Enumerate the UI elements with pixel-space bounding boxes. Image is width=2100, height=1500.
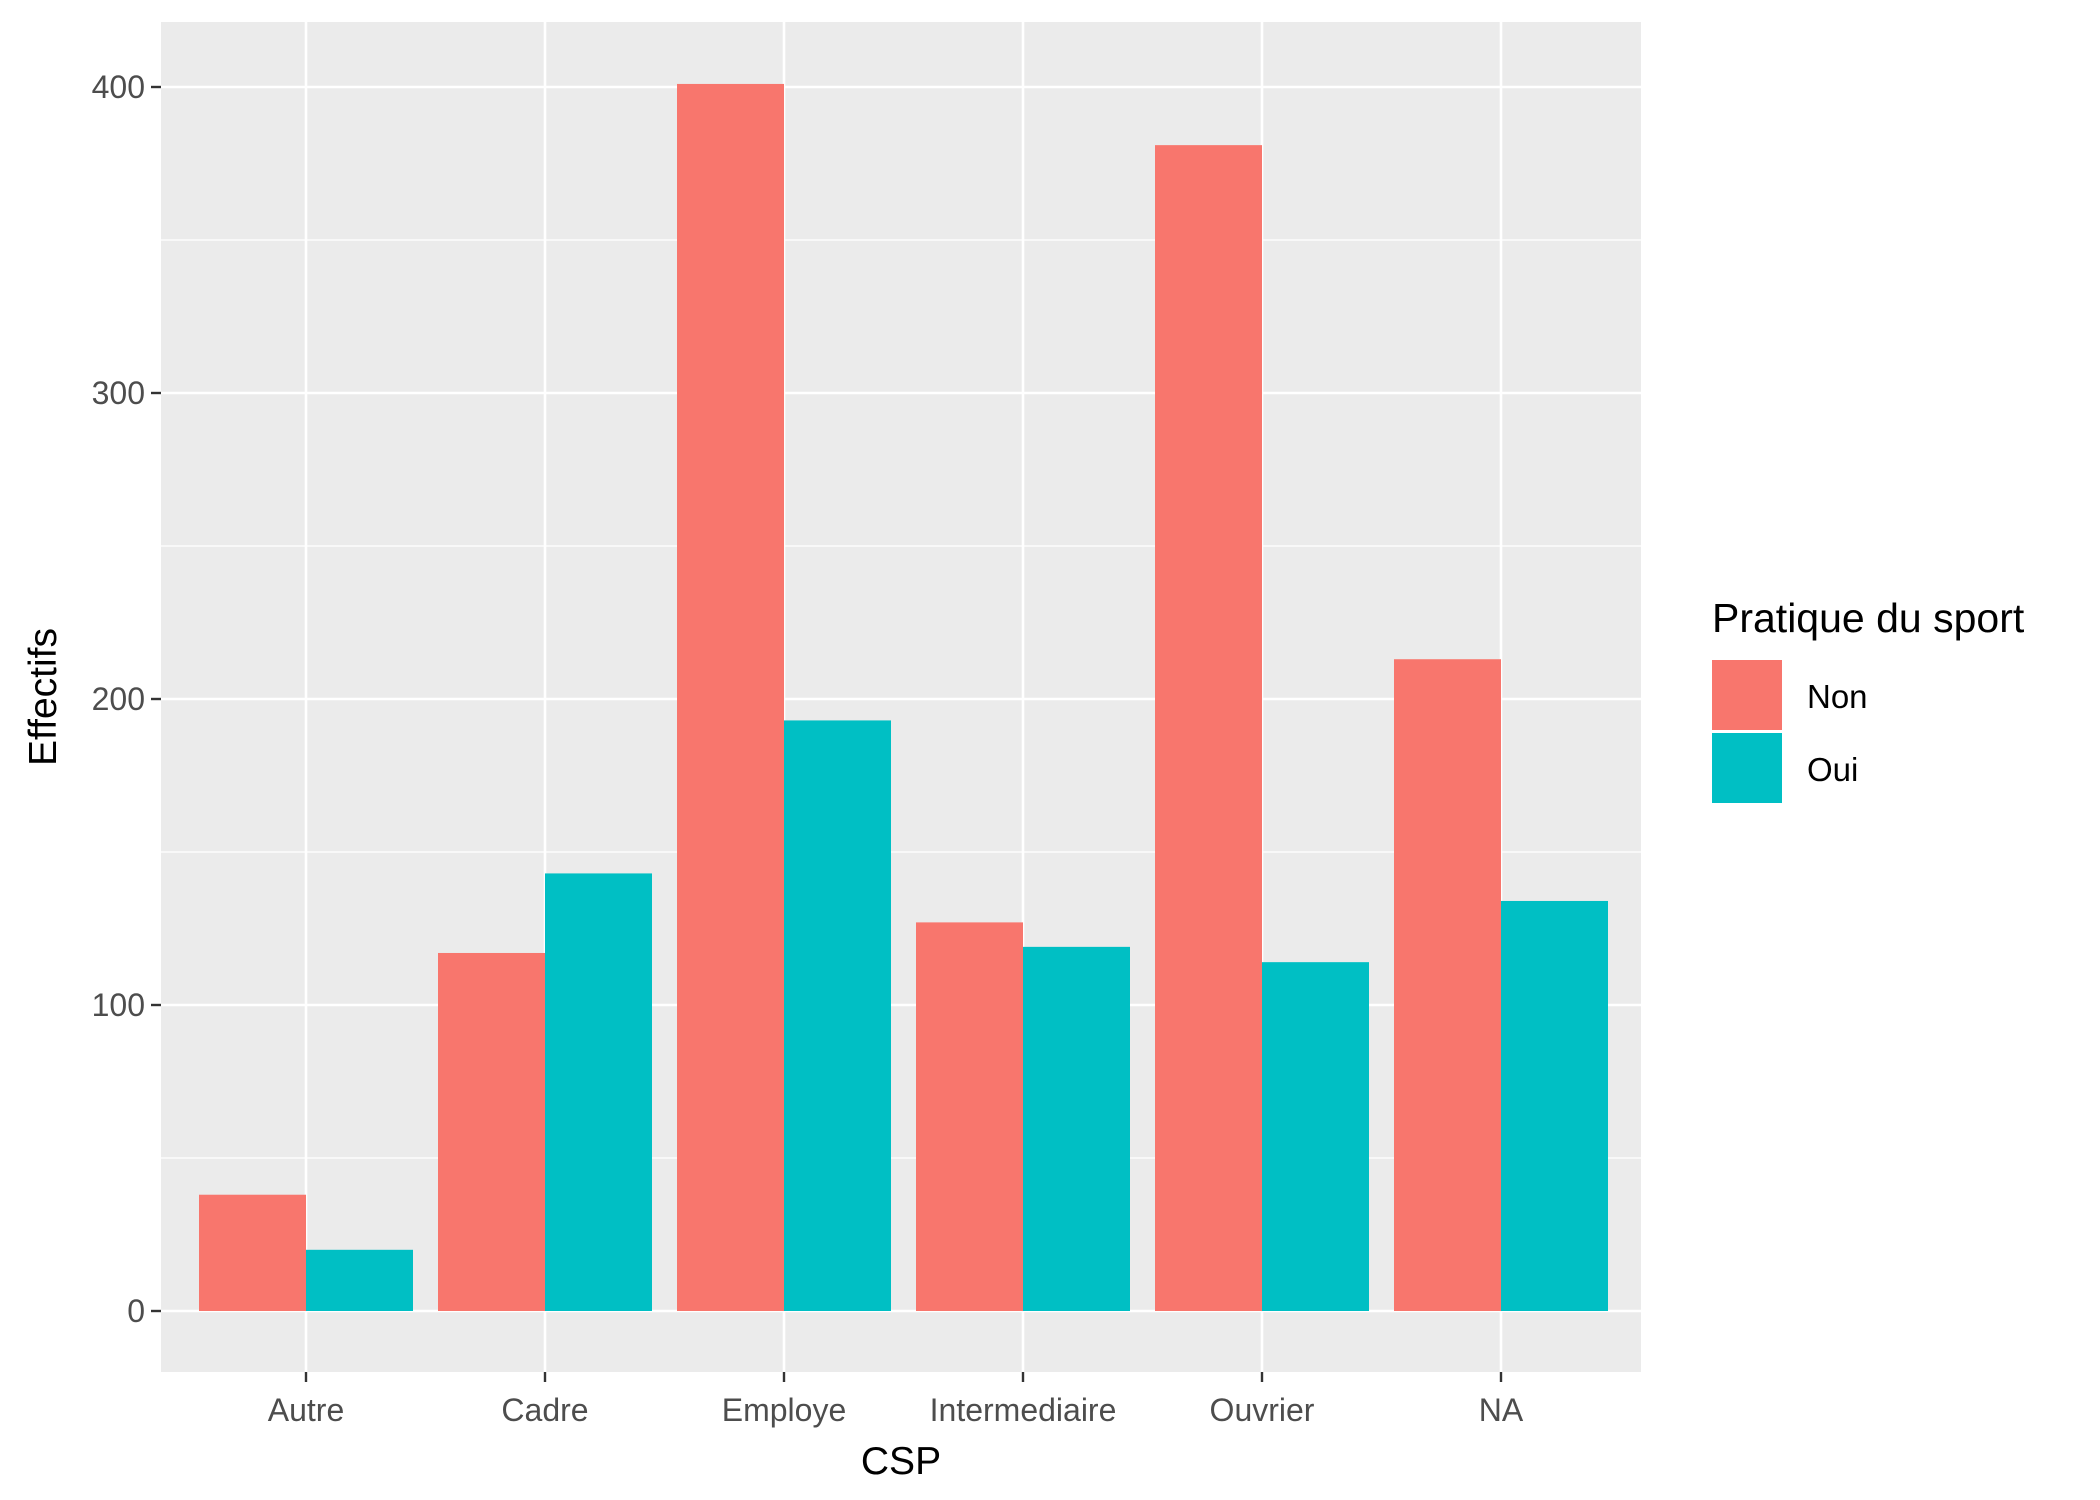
y-tick-label: 400 xyxy=(92,69,145,105)
bar-oui-na xyxy=(1501,900,1608,1311)
x-tick-label: NA xyxy=(1479,1392,1524,1428)
bar-non-na xyxy=(1394,659,1501,1311)
y-tick-label: 100 xyxy=(92,987,145,1023)
bars xyxy=(199,83,1608,1312)
x-tick-label: Ouvrier xyxy=(1210,1392,1315,1428)
x-tick-label: Intermediaire xyxy=(930,1392,1117,1428)
legend-key-non xyxy=(1712,660,1782,730)
x-tick-label: Employe xyxy=(722,1392,847,1428)
bar-oui-employe xyxy=(784,720,891,1311)
legend-label-non: Non xyxy=(1807,678,1868,715)
y-tick-label: 300 xyxy=(92,375,145,411)
x-axis: Autre Cadre Employe Intermediaire Ouvrier NA xyxy=(268,1372,1524,1428)
x-axis-title: CSP xyxy=(861,1440,941,1483)
legend-title: Pratique du sport xyxy=(1712,595,2025,641)
legend-label-oui: Oui xyxy=(1807,751,1858,788)
y-tick-label: 200 xyxy=(92,681,145,717)
bar-non-cadre xyxy=(438,952,545,1311)
bar-non-ouvrier xyxy=(1155,145,1262,1311)
bar-oui-intermediaire xyxy=(1023,946,1130,1311)
bar-oui-ouvrier xyxy=(1262,962,1369,1311)
legend-key-oui xyxy=(1712,733,1782,803)
y-axis-title: Effectifs xyxy=(22,628,65,766)
y-tick-label: 0 xyxy=(127,1293,145,1329)
bar-non-autre xyxy=(199,1194,306,1311)
bar-oui-cadre xyxy=(545,873,652,1311)
bar-non-intermediaire xyxy=(916,922,1023,1311)
bar-non-employe xyxy=(677,83,784,1312)
x-tick-label: Autre xyxy=(268,1392,344,1428)
bar-oui-autre xyxy=(306,1249,413,1311)
x-tick-label: Cadre xyxy=(501,1392,588,1428)
legend: Pratique du sport Non Oui xyxy=(1712,595,2025,803)
y-axis: 0 100 200 300 400 xyxy=(92,69,161,1329)
